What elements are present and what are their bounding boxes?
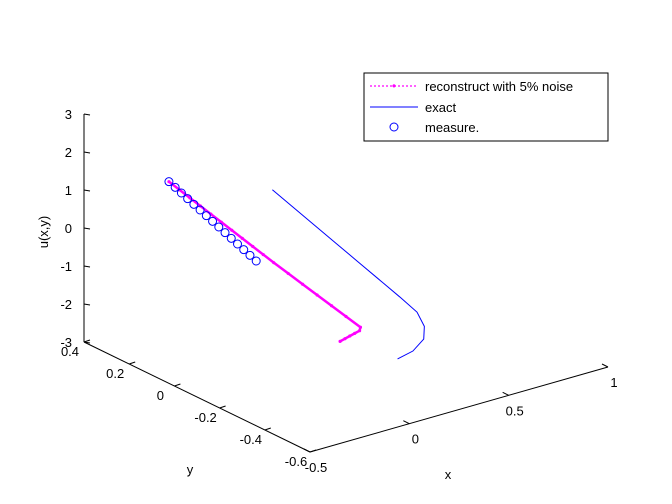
measure-point: [214, 222, 224, 232]
measure-point: [183, 194, 193, 204]
z-tick-mark: [83, 189, 91, 192]
reconstruct-point: [261, 252, 265, 257]
reconstruct-point: [301, 282, 305, 286]
y-tick-mark: [174, 383, 181, 387]
legend-entry-reconstruct: • reconstruct with 5% noise: [370, 79, 573, 94]
reconstruct-point: [286, 271, 290, 276]
measure-point: [195, 205, 205, 215]
measure-point: [164, 177, 174, 187]
measure-point: [220, 228, 230, 238]
x-tick-label: -0.5: [305, 460, 327, 475]
series-layer: [164, 177, 425, 360]
measure-point: [251, 256, 261, 266]
measure-point: [189, 199, 199, 209]
reconstruct-point: [188, 196, 192, 200]
z-tick-label: 1: [65, 183, 72, 198]
reconstruct-point: [329, 304, 334, 308]
reconstruct-point: [353, 331, 357, 335]
reconstruct-point: [251, 244, 255, 249]
z-tick-label: -2: [60, 297, 72, 312]
x-tick-mark: [502, 391, 509, 396]
z-tick-label: -1: [60, 259, 72, 274]
x-tick-mark: [303, 448, 311, 453]
measure-point: [233, 239, 242, 249]
measure-point: [208, 216, 218, 226]
z-tick-label: 3: [65, 107, 72, 122]
y-tick-label: -0.4: [240, 432, 262, 447]
y-tick-mark: [129, 361, 136, 365]
z-tick-mark: [83, 113, 91, 116]
reconstruct-point: [167, 180, 171, 184]
y-tick-label: 0: [157, 388, 164, 403]
z-tick-label: 2: [65, 145, 72, 160]
z-tick-mark: [83, 265, 91, 268]
legend-marker-measure: [389, 122, 399, 132]
measure-point: [239, 245, 249, 255]
z-tick-mark: [83, 341, 91, 344]
legend-entry-measure: measure.: [389, 120, 479, 135]
measure-point: [170, 182, 180, 192]
reconstruct-point: [344, 314, 348, 319]
reconstruct-point: [348, 334, 352, 338]
reconstruct-point: [315, 293, 319, 297]
legend-label-measure: measure.: [425, 120, 479, 135]
y-tick-label: 0.2: [106, 366, 124, 381]
z-tick-mark: [83, 227, 91, 230]
x-axis-label: x: [445, 467, 452, 482]
x-tick-mark: [403, 420, 410, 425]
y-axis-label: y: [187, 462, 194, 477]
legend-marker-reconstruct: •: [392, 79, 396, 93]
legend-label-exact: exact: [425, 100, 456, 115]
z-axis-label: u(x,y): [36, 216, 51, 249]
reconstruct-point: [272, 261, 276, 265]
z-tick-label: 0: [65, 221, 72, 236]
y-tick-label: -0.2: [194, 410, 216, 425]
legend: • reconstruct with 5% noise exact measur…: [363, 72, 609, 142]
exact-curve: [272, 189, 425, 360]
x-tick-label: 0: [412, 432, 419, 447]
x-tick-mark: [601, 363, 609, 368]
y-tick-label: -0.6: [285, 454, 307, 469]
x-tick-label: 1: [610, 375, 617, 390]
ticks-layer: -0.5 0 0.5 1 -0.6 -0.4 -0.2 0 0.2 0.4-3 -2 -1 0 1 2 3: [60, 107, 617, 475]
measure-point: [176, 188, 186, 198]
measure-point: [245, 250, 255, 260]
x-tick-label: 0.5: [506, 403, 524, 418]
y-tick-mark: [264, 427, 271, 431]
reconstruct-point: [240, 236, 244, 240]
y-tick-mark: [309, 449, 317, 453]
reconstruct-point: [338, 339, 342, 343]
reconstruct-point: [357, 329, 362, 333]
y-tick-label: 0.4: [61, 344, 79, 359]
reconstruct-point: [230, 228, 234, 232]
z-tick-mark: [83, 303, 91, 306]
reconstruct-point: [343, 337, 347, 341]
legend-entry-exact: exact: [370, 100, 456, 115]
measure-point: [226, 233, 236, 243]
reconstruct-point: [358, 325, 363, 329]
z-tick-label: -3: [60, 335, 72, 350]
measure-point: [201, 211, 211, 221]
x-axis-line: [309, 366, 609, 453]
y-tick-mark: [219, 405, 226, 409]
reconstruct-curve: [168, 180, 362, 343]
z-tick-mark: [83, 151, 91, 154]
y-axis-line: [83, 341, 311, 453]
legend-label-reconstruct: reconstruct with 5% noise: [425, 79, 573, 94]
